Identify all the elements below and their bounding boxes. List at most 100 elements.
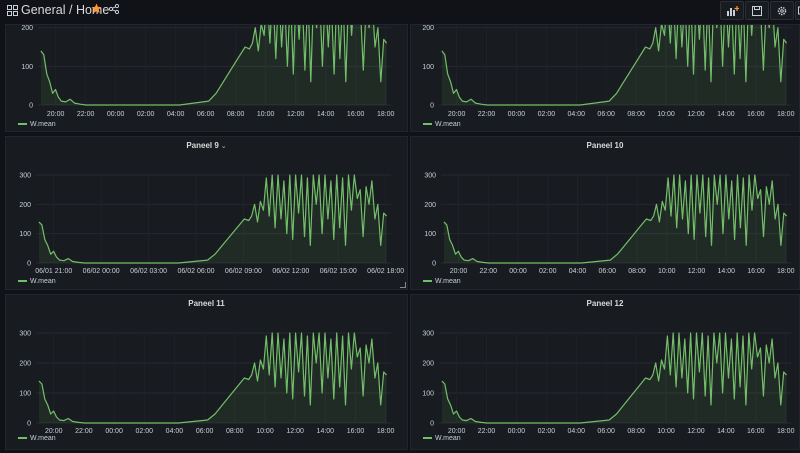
series-line-w-mean[interactable] — [38, 332, 388, 424]
tv-mode-icon — [798, 6, 800, 15]
legend-item[interactable]: W.mean — [18, 435, 56, 442]
y-tick-label: 200 — [422, 25, 434, 32]
y-tick-label: 200 — [21, 25, 33, 32]
legend-item[interactable]: W.mean — [423, 121, 461, 128]
breadcrumb-dashboard[interactable]: Home — [75, 3, 110, 17]
panel-title[interactable]: Paneel 12 — [411, 299, 799, 308]
x-tick-label: 06:00 — [197, 111, 215, 118]
series-line-w-mean[interactable] — [443, 174, 788, 264]
legend-label: W.mean — [435, 121, 461, 128]
add-panel-button[interactable] — [720, 1, 744, 20]
panel-title[interactable]: Paneel 10 — [411, 141, 799, 150]
panel-chart: 0 100 200 20:00 22:00 00:00 02:00 04:00 06:00 08:… — [21, 25, 395, 118]
panel-chart: 0 100 200 300 06/01 21:00 06/02 00:00 06/02 03… — [19, 173, 404, 276]
x-tick-label: 18:00 — [377, 111, 395, 118]
dashboard-settings-button[interactable] — [770, 1, 794, 20]
legend-label: W.mean — [30, 121, 56, 128]
series-area — [441, 25, 787, 105]
x-tick-label: 00:00 — [105, 428, 123, 435]
x-tick-label: 20:00 — [47, 111, 65, 118]
x-tick-label: 08:00 — [628, 268, 646, 275]
x-tick-label: 06/01 21:00 — [35, 268, 72, 275]
panel-title[interactable]: Paneel 9 ⌄ — [6, 141, 407, 150]
y-tick-label: 100 — [422, 391, 434, 398]
x-tick-label: 06/02 06:00 — [178, 268, 215, 275]
x-tick-label: 10:00 — [657, 428, 675, 435]
x-tick-label: 20:00 — [45, 428, 63, 435]
resize-handle[interactable] — [400, 282, 406, 288]
legend-swatch — [18, 280, 27, 283]
legend-label: W.mean — [435, 435, 461, 442]
y-tick-label: 0 — [430, 421, 434, 428]
x-tick-label: 08:00 — [627, 428, 645, 435]
x-tick-label: 16:00 — [347, 111, 365, 118]
series-line-w-mean[interactable] — [38, 174, 388, 264]
top-navbar: General / Home — [0, 0, 800, 22]
x-tick-label: 02:00 — [539, 268, 557, 275]
y-tick-label: 0 — [430, 103, 434, 110]
tv-mode-button[interactable] — [795, 1, 800, 20]
panel-chart: 0 100 200 300 20:00 22:00 00:00 02:00 04:00 06:00… — [422, 331, 795, 436]
panel-paneel-11[interactable]: Paneel 11 0 100 200 300 20:00 22:00 00:00 02:00… — [5, 294, 408, 450]
x-tick-label: 00:00 — [508, 111, 526, 118]
series-line-w-mean[interactable] — [40, 25, 388, 106]
apps-grid-icon[interactable] — [7, 5, 18, 16]
breadcrumb-folder[interactable]: General — [21, 3, 66, 17]
y-tick-label: 300 — [422, 331, 434, 338]
chevron-down-icon[interactable]: ⌄ — [220, 143, 227, 150]
panel-paneel-10[interactable]: Paneel 10 0 100 200 300 20:00 22:00 00:00 02:00… — [410, 136, 800, 290]
y-tick-label: 200 — [422, 361, 434, 368]
series-area — [38, 333, 387, 423]
y-tick-label: 300 — [19, 331, 31, 338]
y-tick-label: 0 — [27, 421, 31, 428]
legend-item[interactable]: W.mean — [423, 435, 461, 442]
x-tick-label: 04:00 — [569, 268, 587, 275]
legend-swatch — [423, 437, 432, 440]
panel-title[interactable]: Paneel 11 — [6, 299, 407, 308]
settings-icon — [777, 6, 787, 16]
panel-title-text: Paneel 11 — [188, 299, 225, 308]
x-tick-label: 10:00 — [257, 111, 275, 118]
x-tick-label: 10:00 — [658, 268, 676, 275]
share-icon[interactable] — [109, 4, 119, 14]
legend-swatch — [18, 437, 27, 440]
panel-paneel-12[interactable]: Paneel 12 0 100 200 300 20:00 22:00 00:00 02:00… — [410, 294, 800, 450]
x-tick-label: 00:00 — [509, 268, 527, 275]
y-tick-label: 0 — [29, 103, 33, 110]
x-tick-label: 14:00 — [717, 111, 735, 118]
x-tick-label: 20:00 — [448, 111, 466, 118]
panel-1[interactable]: 0 100 200 20:00 22:00 00:00 02:00 04:00 06:00 08:… — [5, 24, 408, 132]
x-tick-label: 12:00 — [287, 111, 305, 118]
series-line-w-mean[interactable] — [441, 332, 788, 424]
legend-item[interactable]: W.mean — [18, 121, 56, 128]
panel-title-text: Paneel 10 — [586, 141, 624, 150]
legend-item[interactable]: W.mean — [18, 278, 56, 285]
series-line-w-mean[interactable] — [441, 25, 788, 106]
panel-title-text: Paneel 12 — [586, 299, 624, 308]
y-tick-label: 0 — [27, 261, 31, 268]
x-tick-label: 06/02 09:00 — [225, 268, 262, 275]
save-dashboard-button[interactable] — [745, 1, 769, 20]
y-tick-label: 300 — [19, 173, 31, 180]
series-area — [38, 175, 387, 263]
panel-2[interactable]: 0 100 200 20:00 22:00 00:00 02:00 04:00 06:00 08:… — [410, 24, 800, 132]
series-area — [40, 25, 387, 105]
x-tick-label: 06:00 — [196, 428, 214, 435]
star-icon[interactable] — [91, 3, 102, 14]
x-tick-label: 16:00 — [747, 111, 765, 118]
y-tick-label: 0 — [432, 261, 436, 268]
x-tick-label: 12:00 — [687, 111, 705, 118]
x-tick-label: 06:00 — [597, 428, 615, 435]
x-tick-label: 00:00 — [107, 111, 125, 118]
legend-label: W.mean — [30, 278, 56, 285]
x-tick-label: 06/02 03:00 — [130, 268, 167, 275]
x-tick-label: 18:00 — [777, 428, 795, 435]
y-tick-label: 100 — [19, 231, 31, 238]
x-tick-label: 16:00 — [747, 428, 765, 435]
legend-item[interactable]: W.mean — [423, 278, 461, 285]
y-tick-label: 200 — [19, 202, 31, 209]
x-tick-label: 14:00 — [317, 111, 335, 118]
legend-label: W.mean — [30, 435, 56, 442]
panel-paneel-9[interactable]: Paneel 9 ⌄ 0 100 200 300 06/01 21:00 06/02 00:… — [5, 136, 408, 290]
save-icon — [752, 6, 762, 16]
